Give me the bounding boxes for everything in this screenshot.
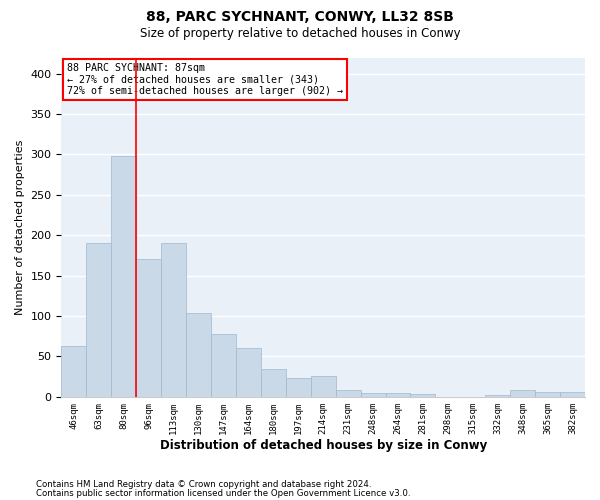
Bar — [485, 395, 510, 397]
Bar — [261, 370, 286, 397]
Bar — [236, 348, 261, 397]
Bar — [386, 393, 410, 397]
X-axis label: Distribution of detached houses by size in Conwy: Distribution of detached houses by size … — [160, 440, 487, 452]
Bar — [510, 390, 535, 397]
Bar — [161, 244, 186, 397]
Bar — [361, 393, 386, 397]
Text: Contains public sector information licensed under the Open Government Licence v3: Contains public sector information licen… — [36, 488, 410, 498]
Bar — [61, 346, 86, 397]
Bar — [286, 378, 311, 397]
Bar — [410, 394, 436, 397]
Text: Size of property relative to detached houses in Conwy: Size of property relative to detached ho… — [140, 28, 460, 40]
Bar — [335, 390, 361, 397]
Bar — [86, 244, 111, 397]
Bar — [311, 376, 335, 397]
Bar — [535, 392, 560, 397]
Bar — [186, 313, 211, 397]
Text: 88, PARC SYCHNANT, CONWY, LL32 8SB: 88, PARC SYCHNANT, CONWY, LL32 8SB — [146, 10, 454, 24]
Text: 88 PARC SYCHNANT: 87sqm
← 27% of detached houses are smaller (343)
72% of semi-d: 88 PARC SYCHNANT: 87sqm ← 27% of detache… — [67, 62, 343, 96]
Bar — [211, 334, 236, 397]
Y-axis label: Number of detached properties: Number of detached properties — [15, 140, 25, 315]
Bar — [136, 260, 161, 397]
Bar — [111, 156, 136, 397]
Text: Contains HM Land Registry data © Crown copyright and database right 2024.: Contains HM Land Registry data © Crown c… — [36, 480, 371, 489]
Bar — [560, 392, 585, 397]
